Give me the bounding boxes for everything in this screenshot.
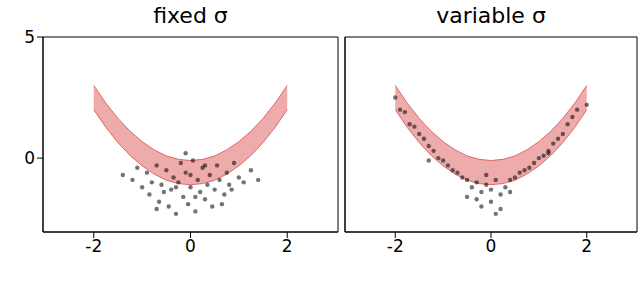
svg-text:2: 2 [282,236,293,256]
html-text:variable σ: variable σ [436,3,546,28]
svg-text:0: 0 [24,148,35,168]
svg-text:5: 5 [24,27,35,47]
svg-text:0: 0 [185,236,196,256]
svg-text:-2: -2 [387,236,404,256]
svg-text:2: 2 [581,236,592,256]
html-text:fixed σ: fixed σ [153,3,228,28]
svg-text:0: 0 [486,236,497,256]
svg-text:-2: -2 [85,236,102,256]
